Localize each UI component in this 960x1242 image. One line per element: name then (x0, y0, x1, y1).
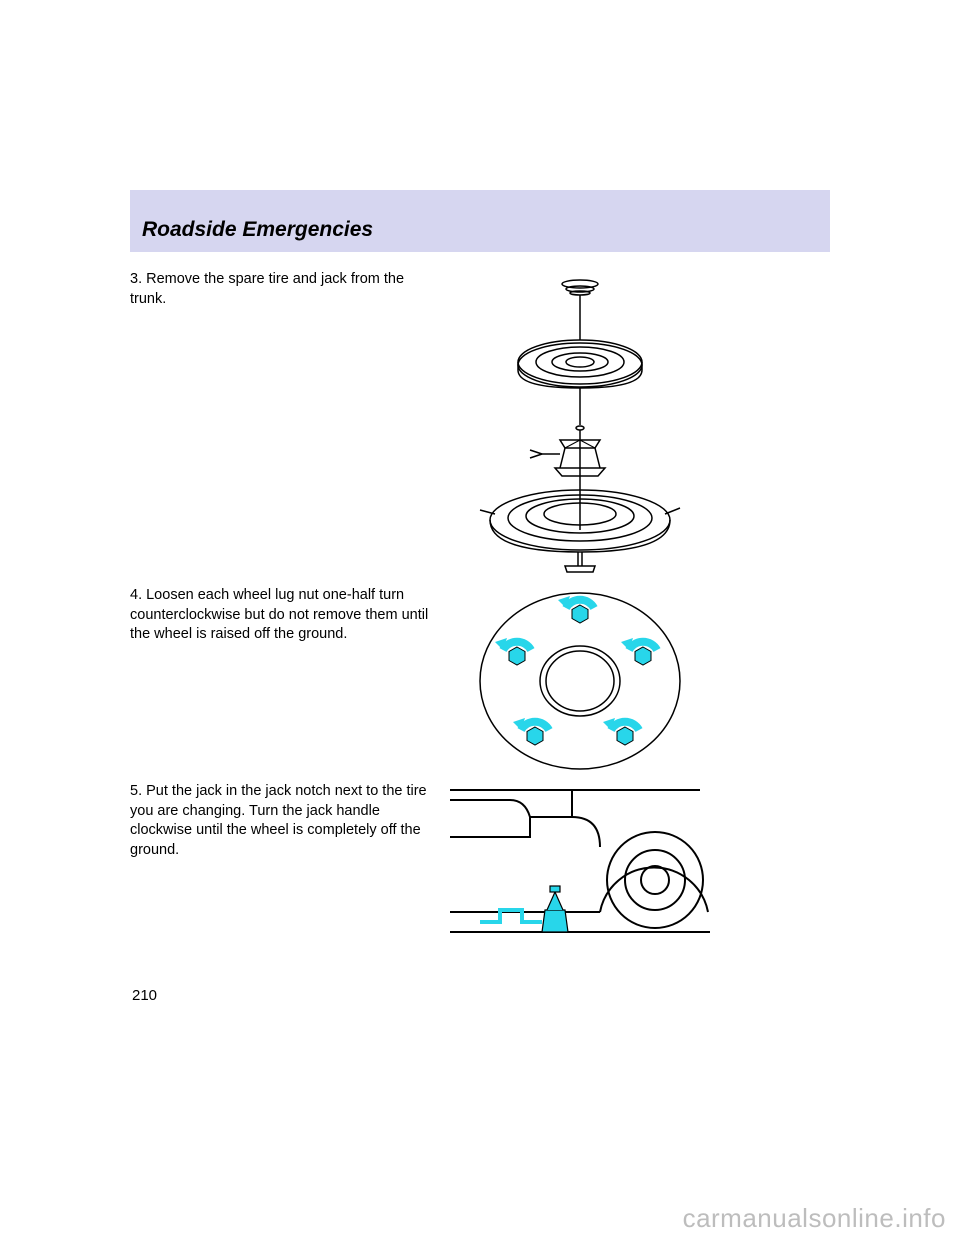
step-3-text: 3. Remove the spare tire and jack from t… (130, 270, 440, 309)
jack-placement-illustration (450, 782, 710, 947)
step-5-text: 5. Put the jack in the jack notch next t… (130, 782, 440, 860)
step-5-row: 5. Put the jack in the jack notch next t… (130, 782, 830, 947)
section-header-bar: Roadside Emergencies (130, 190, 830, 252)
page-content: Roadside Emergencies 3. Remove the spare… (130, 190, 830, 1004)
watermark-text: carmanualsonline.info (683, 1203, 946, 1234)
step-3-row: 3. Remove the spare tire and jack from t… (130, 270, 830, 580)
step-4-text: 4. Loosen each wheel lug nut one-half tu… (130, 586, 440, 645)
lug-nut-illustration (475, 586, 685, 776)
spare-tire-jack-illustration (465, 270, 695, 580)
page-number: 210 (132, 987, 830, 1004)
section-title: Roadside Emergencies (142, 218, 818, 242)
step-4-row: 4. Loosen each wheel lug nut one-half tu… (130, 586, 830, 776)
